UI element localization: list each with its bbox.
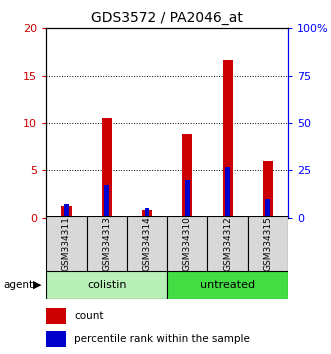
Text: GSM334310: GSM334310 [183, 216, 192, 271]
Title: GDS3572 / PA2046_at: GDS3572 / PA2046_at [91, 11, 243, 24]
Text: GSM334315: GSM334315 [263, 216, 272, 271]
Text: ▶: ▶ [33, 280, 42, 290]
Bar [222, 59, 233, 218]
Text: percentile rank within the sample: percentile rank within the sample [74, 334, 250, 344]
Bar [248, 216, 288, 271]
Text: count: count [74, 311, 104, 321]
Bar [225, 167, 230, 218]
Bar [142, 210, 152, 218]
Bar [182, 135, 192, 218]
Text: GSM334313: GSM334313 [102, 216, 111, 271]
Bar [46, 331, 66, 347]
Bar [46, 216, 87, 271]
Bar [145, 208, 149, 218]
Bar [263, 161, 273, 218]
Text: untreated: untreated [200, 280, 255, 290]
Text: GSM334311: GSM334311 [62, 216, 71, 271]
Bar [46, 271, 167, 299]
Bar [167, 271, 288, 299]
Bar [167, 216, 208, 271]
Bar [64, 204, 69, 218]
Text: colistin: colistin [87, 280, 126, 290]
Bar [104, 184, 109, 218]
Text: GSM334312: GSM334312 [223, 216, 232, 271]
Text: GSM334314: GSM334314 [143, 216, 152, 271]
Bar [127, 216, 167, 271]
Bar [62, 206, 71, 218]
Bar [208, 216, 248, 271]
Bar [87, 216, 127, 271]
Bar [46, 308, 66, 324]
Bar [265, 199, 270, 218]
Text: agent: agent [3, 280, 33, 290]
Bar [102, 118, 112, 218]
Bar [185, 180, 190, 218]
